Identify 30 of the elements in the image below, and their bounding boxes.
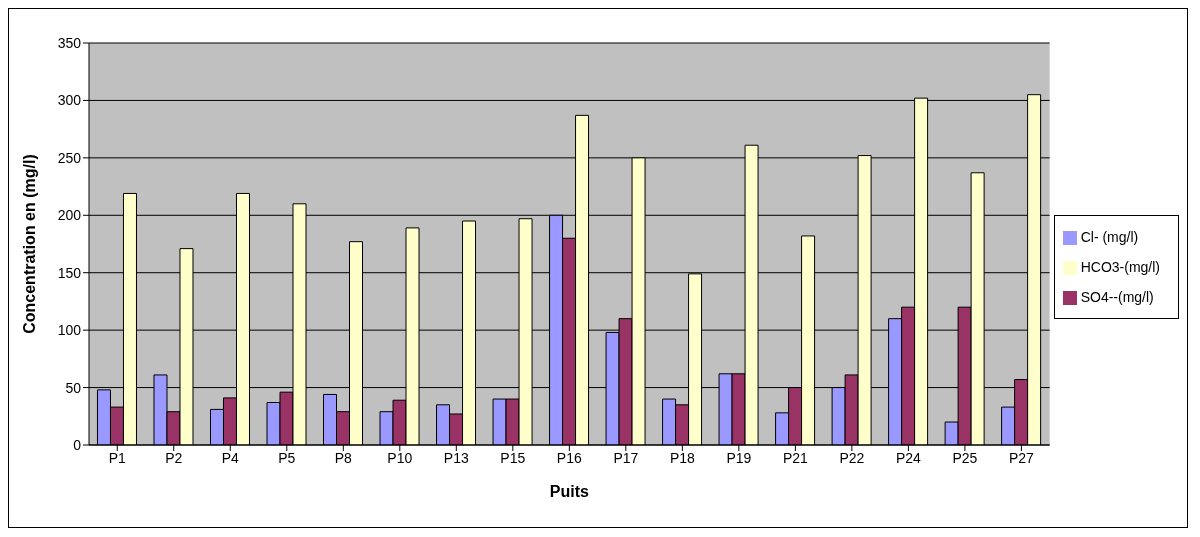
y-tick-label: 0	[73, 436, 82, 453]
y-tick-label: 300	[57, 92, 82, 109]
y-tick-label: 250	[57, 149, 82, 166]
y-tick-label: 50	[65, 379, 82, 396]
x-tick-label: P1	[108, 449, 127, 466]
legend-label: Cl- (mg/l)	[1080, 229, 1139, 245]
x-tick-label: P18	[669, 449, 696, 466]
y-tick-label: 150	[57, 264, 82, 281]
x-tick-label: P13	[443, 449, 469, 466]
x-tick-label: P16	[556, 449, 582, 466]
y-axis-title: Concentration en (mg/l)	[20, 154, 38, 334]
x-tick-label: P15	[500, 449, 526, 466]
x-tick-label: P10	[387, 449, 413, 466]
y-tick-label: 350	[57, 34, 82, 51]
x-tick-label: P17	[613, 449, 639, 466]
x-tick-label: P19	[726, 449, 752, 466]
legend-label: SO4--(mg/l)	[1080, 289, 1154, 305]
x-tick-label: P2	[165, 449, 183, 466]
x-tick-label: P22	[839, 449, 865, 466]
x-tick-label: P27	[1008, 449, 1035, 466]
x-tick-label: P4	[221, 449, 240, 466]
x-axis-title: Puits	[549, 483, 589, 500]
y-tick-label: 100	[57, 322, 82, 339]
x-tick-label: P8	[334, 449, 353, 466]
x-tick-label: P24	[895, 449, 922, 466]
x-tick-label: P25	[952, 449, 978, 466]
y-tick-label: 200	[57, 207, 82, 224]
x-tick-label: P21	[782, 449, 809, 466]
legend-label: HCO3-(mg/l)	[1080, 259, 1160, 275]
x-tick-label: P5	[278, 449, 296, 466]
